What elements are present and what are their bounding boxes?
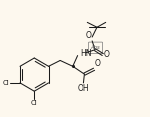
Text: O: O — [104, 50, 110, 59]
Text: O: O — [85, 31, 91, 40]
Text: Abs: Abs — [91, 45, 100, 50]
Text: HN: HN — [81, 49, 92, 58]
Text: O: O — [95, 59, 101, 68]
Text: Cl: Cl — [3, 80, 9, 86]
Text: OH: OH — [78, 84, 89, 93]
Text: Cl: Cl — [31, 100, 38, 106]
